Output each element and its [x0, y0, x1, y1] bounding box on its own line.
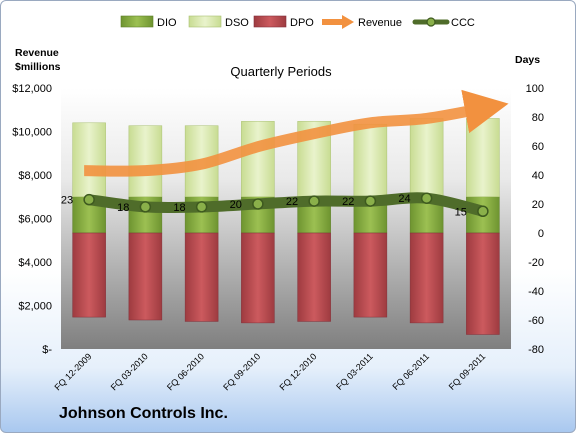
right-tick-label: -40 [528, 286, 544, 298]
bar-dpo-6 [409, 232, 444, 324]
bar-dso-3 [241, 121, 275, 197]
ccc-label-2: 18 [173, 202, 185, 214]
ccc-label-6: 24 [398, 193, 410, 205]
bar-dpo-4 [297, 232, 331, 322]
bar-dso-0 [72, 122, 106, 197]
bars-group [72, 118, 500, 335]
left-tick-label: $4,000 [18, 257, 52, 269]
bar-dpo-0 [72, 232, 106, 318]
legend: DIO DSO DPO Revenue CCC [120, 15, 475, 29]
ccc-point-0 [83, 193, 95, 206]
ccc-label-5: 22 [342, 196, 354, 208]
revenue-line [84, 89, 509, 177]
bar-dso-5 [353, 124, 388, 197]
ccc-point-6 [420, 192, 433, 204]
x-tick-label: FQ 03-2010 [109, 351, 150, 392]
bar-dpo-3 [241, 232, 275, 324]
right-tick-label: -20 [528, 257, 544, 269]
ccc-labels-group: 23 18 18 20 22 22 24 15 [61, 193, 467, 218]
left-tick-label: $6,000 [18, 214, 52, 226]
bar-dpo-1 [128, 232, 163, 321]
left-tick-label: $12,000 [12, 83, 52, 95]
bar-dso-6 [409, 118, 444, 197]
legend-label-ccc: CCC [451, 17, 475, 29]
right-axis-ticks: -80 -60 -40 -20 0 20 40 60 80 100 [526, 83, 544, 356]
right-tick-label: -80 [528, 344, 544, 356]
legend-label-revenue: Revenue [358, 17, 402, 29]
right-tick-label: 60 [532, 141, 544, 153]
bar-dpo-5 [353, 232, 388, 318]
legend-label-dpo: DPO [290, 17, 314, 29]
ccc-label-3: 20 [230, 199, 242, 211]
legend-label-dio: DIO [157, 17, 177, 29]
chart-title: Quarterly Periods [230, 64, 332, 79]
ccc-label-7: 15 [455, 206, 467, 218]
x-tick-label: FQ 12-2010 [278, 351, 319, 392]
lines-group [83, 89, 509, 217]
ccc-label-4: 22 [286, 196, 298, 208]
ccc-point-4 [308, 195, 320, 207]
bar-dpo-7 [466, 232, 500, 335]
legend-label-dso: DSO [225, 17, 249, 29]
bar-dso-1 [128, 125, 163, 197]
right-tick-label: 0 [538, 228, 544, 240]
bar-dso-7 [466, 118, 500, 197]
ccc-point-1 [139, 201, 152, 213]
x-tick-label: FQ 09-2010 [221, 351, 262, 392]
right-tick-label: 20 [532, 199, 544, 211]
right-tick-label: -60 [528, 315, 544, 327]
right-tick-label: 80 [532, 112, 544, 124]
right-tick-label: 100 [526, 83, 544, 95]
left-tick-label: $2,000 [18, 301, 52, 313]
left-tick-label: $10,000 [12, 127, 52, 139]
left-axis-ticks: $- $2,000 $4,000 $6,000 $8,000 $10,000 $12,000 [12, 83, 52, 356]
plot-area [61, 88, 511, 349]
legend-swatch-dio [120, 15, 154, 28]
ccc-label-1: 18 [117, 202, 129, 214]
right-axis-title: Days [515, 54, 540, 66]
ccc-point-3 [252, 198, 264, 210]
legend-ccc-marker [426, 17, 436, 27]
legend-swatch-dpo [253, 15, 287, 28]
left-tick-label: $- [42, 344, 52, 356]
ccc-label-0: 23 [61, 195, 73, 207]
legend-swatch-dso [188, 15, 222, 28]
x-tick-label: FQ 12-2009 [53, 351, 94, 392]
x-tick-label: FQ 06-2011 [390, 351, 431, 392]
x-axis-ticks: FQ 12-2009 FQ 03-2010 FQ 06-2010 FQ 09-2010… [53, 351, 488, 392]
legend-arrowhead [342, 15, 354, 29]
ccc-point-7 [477, 205, 489, 217]
ccc-point-2 [195, 201, 208, 213]
right-tick-label: 40 [532, 170, 544, 182]
ccc-point-5 [364, 195, 377, 207]
left-axis-title-line1: Revenue [15, 47, 59, 59]
company-name: Johnson Controls Inc. [59, 405, 228, 422]
left-axis-title-line2: $millions [15, 61, 61, 73]
left-tick-label: $8,000 [18, 170, 52, 182]
x-tick-label: FQ 06-2010 [165, 351, 206, 392]
x-tick-label: FQ 09-2011 [447, 351, 488, 392]
bar-dpo-2 [184, 232, 219, 322]
x-tick-label: FQ 03-2011 [334, 351, 375, 392]
